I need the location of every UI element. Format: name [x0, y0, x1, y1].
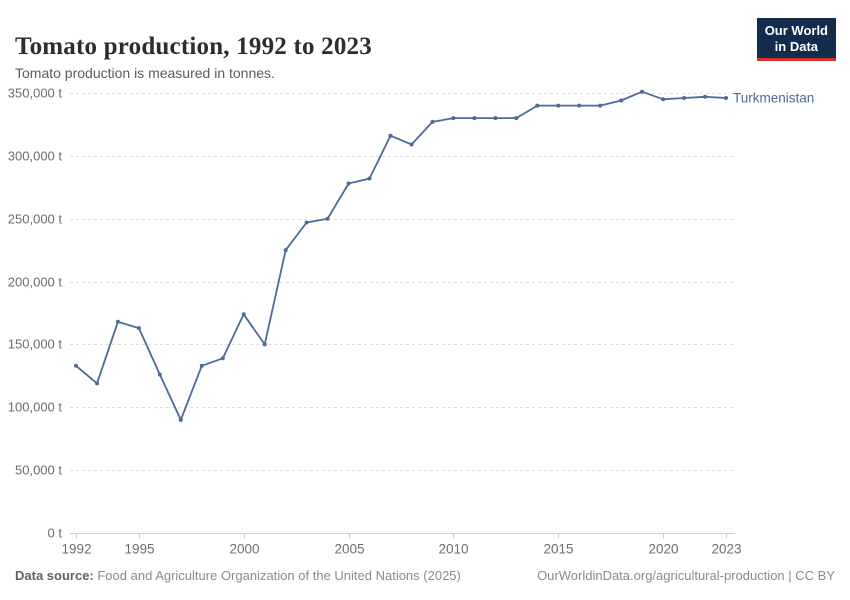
y-axis-tick-label: 300,000 t: [8, 149, 63, 164]
data-point: [199, 363, 204, 368]
x-axis-tick-label: 1995: [124, 542, 154, 557]
data-point: [535, 103, 540, 108]
x-axis-tick-label: 2010: [438, 542, 468, 557]
y-axis-tick-label: 0 t: [48, 526, 63, 541]
owid-logo-line2: in Data: [774, 38, 819, 54]
data-source-text: Food and Agriculture Organization of the…: [93, 568, 461, 583]
data-point: [241, 312, 246, 317]
y-axis-tick-label: 350,000 t: [8, 86, 63, 101]
owid-logo-line1: Our World: [764, 23, 828, 38]
y-axis-tick-label: 200,000 t: [8, 275, 63, 290]
data-point: [577, 103, 582, 108]
data-point: [178, 417, 183, 422]
data-source: Data source: Food and Agriculture Organi…: [15, 568, 461, 583]
data-point: [157, 372, 162, 377]
data-point: [304, 220, 309, 225]
x-axis-tick-label: 2020: [648, 542, 678, 557]
x-axis-tick-label: 2023: [711, 542, 741, 557]
data-point: [115, 319, 120, 324]
data-point: [724, 96, 728, 100]
data-point: [325, 216, 330, 221]
data-point: [74, 363, 78, 368]
data-point: [262, 342, 267, 347]
data-point: [493, 116, 498, 121]
y-axis-tick-label: 50,000 t: [15, 463, 62, 478]
data-point: [451, 116, 456, 121]
data-point: [95, 381, 99, 386]
series-line[interactable]: [75, 90, 727, 421]
x-axis-tick-label: 2015: [543, 542, 573, 557]
data-point: [472, 116, 477, 121]
y-axis-tick-label: 150,000 t: [8, 337, 63, 352]
data-point: [682, 96, 687, 100]
data-point: [640, 89, 645, 94]
data-point: [136, 326, 141, 331]
data-point: [514, 116, 519, 121]
data-point: [346, 181, 351, 186]
y-axis-tick-label: 100,000 t: [8, 400, 63, 415]
data-point: [388, 133, 393, 138]
page-title: Tomato production, 1992 to 2023: [15, 32, 372, 60]
data-point: [598, 103, 603, 108]
owid-logo[interactable]: Our World in Data: [756, 18, 836, 62]
x-axis-tick-label: 2000: [229, 542, 259, 557]
chart-footer: Data source: Food and Agriculture Organi…: [15, 568, 835, 583]
series-entity-label[interactable]: Turkmenistan: [733, 91, 814, 106]
data-point: [619, 98, 624, 103]
data-point: [220, 356, 225, 361]
data-point: [556, 103, 561, 108]
data-source-label: Data source:: [15, 568, 94, 583]
data-point: [703, 94, 707, 99]
chart-subtitle: Tomato production is measured in tonnes.: [15, 65, 275, 81]
data-point: [409, 142, 414, 147]
credit-link[interactable]: OurWorldinData.org/agricultural-producti…: [537, 568, 835, 583]
x-axis-tick-label: 2005: [334, 542, 364, 557]
data-point: [430, 119, 435, 124]
data-point: [661, 97, 666, 102]
data-point: [283, 248, 288, 253]
y-axis-tick-label: 250,000 t: [8, 212, 63, 227]
x-axis-tick-label: 1992: [61, 542, 91, 557]
data-point: [367, 176, 372, 181]
